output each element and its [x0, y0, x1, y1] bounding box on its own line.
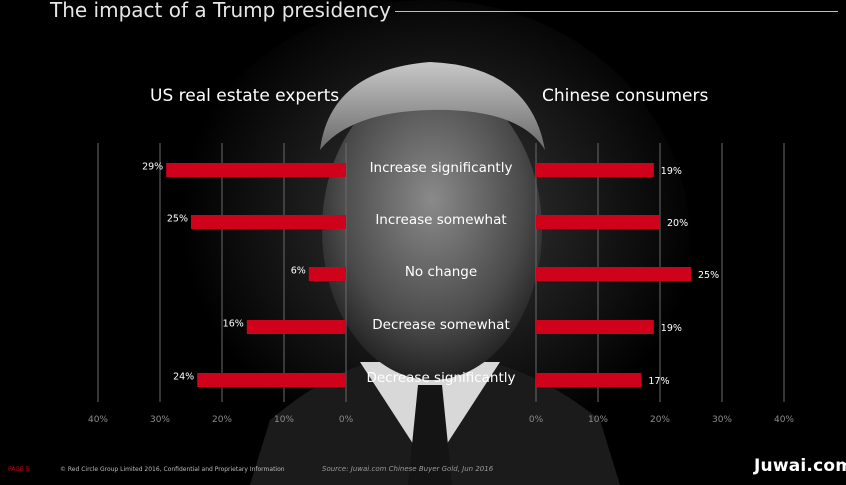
right-axis-tick-label: 0% — [529, 415, 544, 425]
left-bar — [197, 373, 346, 387]
left-bar-value-label: 24% — [173, 372, 194, 383]
right-bar — [536, 163, 654, 177]
right-bar-value-label: 19% — [661, 166, 682, 177]
right-axis-tick-label: 20% — [650, 415, 670, 425]
category-label: Decrease significantly — [366, 370, 516, 386]
right-bar — [536, 320, 654, 334]
left-bar — [191, 215, 346, 229]
page-title: The impact of a Trump presidency — [50, 0, 391, 22]
right-bar-value-label: 25% — [698, 270, 719, 281]
left-bar-value-label: 16% — [223, 319, 244, 330]
right-bar-value-label: 19% — [661, 323, 682, 334]
right-axis-tick-label: 10% — [588, 415, 608, 425]
title-divider — [395, 11, 838, 12]
category-label: Increase significantly — [369, 160, 513, 176]
left-axis-tick-label: 40% — [88, 415, 108, 425]
left-panel-title: US real estate experts — [150, 86, 340, 106]
category-label: Decrease somewhat — [372, 317, 510, 333]
right-axis-tick-label: 40% — [774, 415, 794, 425]
right-bar-value-label: 20% — [667, 218, 688, 229]
right-axis-tick-label: 30% — [712, 415, 732, 425]
left-bar — [246, 320, 346, 334]
right-bar — [536, 215, 660, 229]
footer-source: Source: Juwai.com Chinese Buyer Gold, Ju… — [322, 465, 494, 473]
right-bar-value-label: 17% — [648, 376, 669, 387]
left-bar-value-label: 29% — [142, 162, 163, 173]
left-bar — [166, 163, 346, 177]
category-label: No change — [404, 264, 478, 280]
category-label: Increase somewhat — [375, 212, 507, 228]
right-panel-title: Chinese consumers — [542, 86, 709, 106]
left-bar — [308, 267, 346, 281]
left-axis-tick-label: 10% — [274, 415, 294, 425]
left-axis-tick-label: 0% — [339, 415, 354, 425]
brand-logo: Juwai.com — [754, 456, 846, 476]
left-bar-value-label: 6% — [291, 266, 306, 277]
left-bar-value-label: 25% — [167, 214, 188, 225]
right-bar — [536, 373, 642, 387]
right-bar — [536, 267, 691, 281]
footer-copyright: © Red Circle Group Limited 2016, Confide… — [60, 466, 285, 473]
left-axis-tick-label: 30% — [150, 415, 170, 425]
left-axis-tick-label: 20% — [212, 415, 232, 425]
footer-page-number: PAGE 5 — [8, 466, 30, 473]
